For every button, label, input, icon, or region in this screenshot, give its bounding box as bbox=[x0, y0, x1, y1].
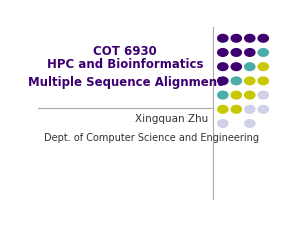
Circle shape bbox=[258, 77, 268, 85]
Circle shape bbox=[258, 34, 268, 42]
Circle shape bbox=[245, 120, 255, 127]
Circle shape bbox=[245, 91, 255, 99]
Circle shape bbox=[258, 106, 268, 113]
Text: HPC and Bioinformatics: HPC and Bioinformatics bbox=[47, 58, 203, 71]
Text: Dept. of Computer Science and Engineering: Dept. of Computer Science and Engineerin… bbox=[44, 133, 260, 143]
Circle shape bbox=[231, 63, 242, 70]
Circle shape bbox=[258, 63, 268, 70]
Circle shape bbox=[245, 49, 255, 56]
Text: Multiple Sequence Alignment: Multiple Sequence Alignment bbox=[28, 76, 223, 89]
Circle shape bbox=[218, 49, 228, 56]
Circle shape bbox=[231, 77, 242, 85]
Circle shape bbox=[231, 91, 242, 99]
Circle shape bbox=[218, 106, 228, 113]
Text: Xingquan Zhu: Xingquan Zhu bbox=[135, 115, 208, 124]
Circle shape bbox=[245, 63, 255, 70]
Circle shape bbox=[218, 34, 228, 42]
Circle shape bbox=[231, 106, 242, 113]
Circle shape bbox=[231, 34, 242, 42]
Circle shape bbox=[245, 106, 255, 113]
Circle shape bbox=[245, 77, 255, 85]
Circle shape bbox=[231, 49, 242, 56]
Circle shape bbox=[245, 34, 255, 42]
Circle shape bbox=[258, 49, 268, 56]
Circle shape bbox=[258, 91, 268, 99]
Circle shape bbox=[218, 63, 228, 70]
Text: COT 6930: COT 6930 bbox=[93, 45, 157, 58]
Circle shape bbox=[218, 120, 228, 127]
Circle shape bbox=[218, 77, 228, 85]
Circle shape bbox=[218, 91, 228, 99]
